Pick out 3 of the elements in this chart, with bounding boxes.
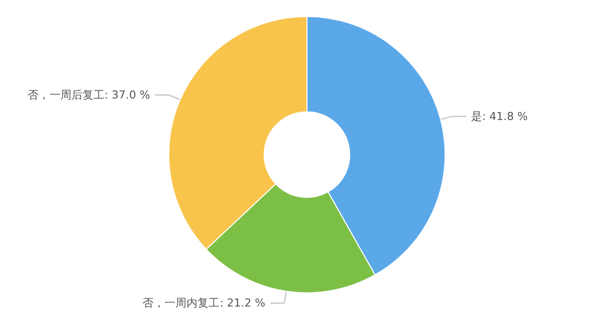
slice-label: 否，一周内复工: 21.2 % [142,296,266,310]
slice-label: 否，一周后复工: 37.0 % [27,88,150,102]
slice-label: 是: 41.8 % [471,110,528,123]
